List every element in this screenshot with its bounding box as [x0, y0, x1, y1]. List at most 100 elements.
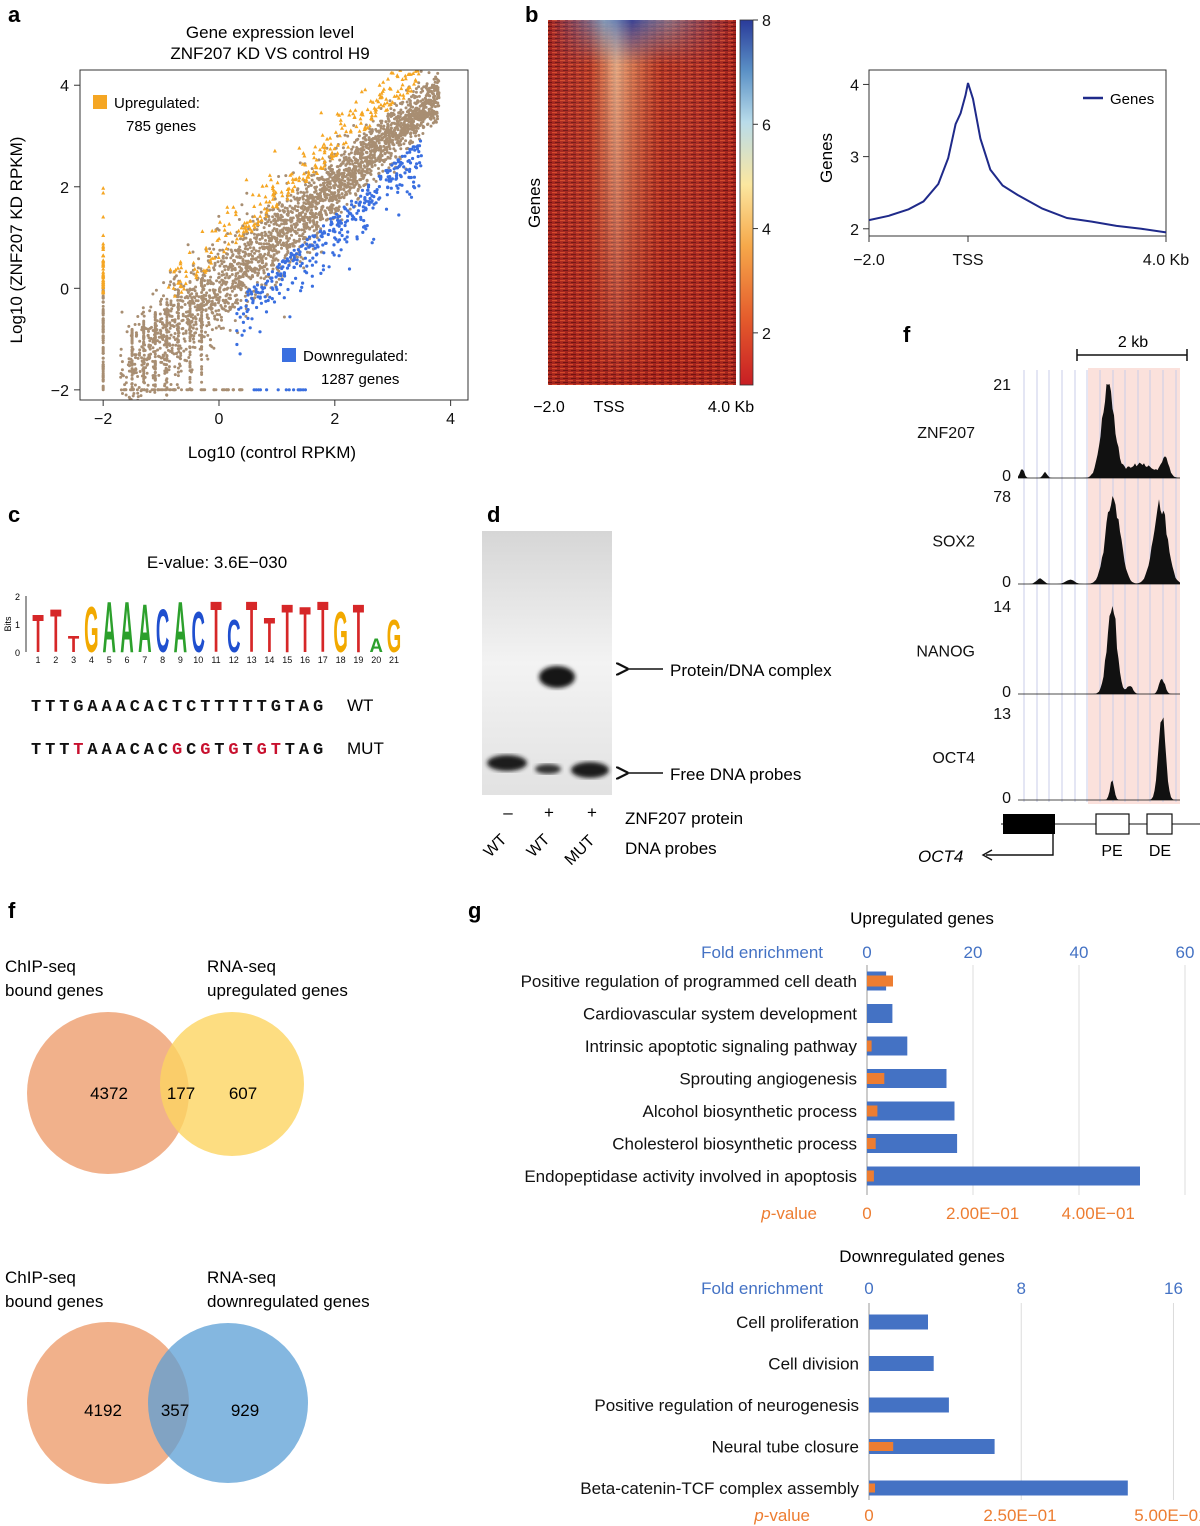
scatter-point [192, 272, 196, 276]
scatter-point-up [192, 266, 197, 271]
mut-label: MUT [347, 739, 384, 758]
scatter-point [197, 257, 201, 261]
logo-position: 11 [211, 655, 220, 665]
scatter-point [296, 201, 300, 205]
scatter-point [377, 135, 381, 139]
y-tick-label: 0 [60, 281, 69, 298]
scatter-point [141, 306, 145, 310]
scatter-point [323, 209, 327, 213]
scatter-point-up [319, 110, 324, 115]
scatter-point-up [244, 177, 249, 182]
scatter-point-up [407, 53, 411, 57]
scatter-point [385, 145, 389, 149]
scatter-point [142, 368, 146, 372]
mut-base: T [31, 741, 41, 760]
scatter-point-up [320, 133, 325, 137]
scatter-point [153, 364, 157, 367]
scatter-point-up [101, 190, 106, 195]
scatter-point [133, 323, 137, 326]
scatter-point [188, 302, 192, 306]
scatter-point-down [284, 388, 288, 392]
scatter-point [231, 282, 235, 286]
scatter-point [172, 277, 176, 281]
legend-up-label: Upregulated: [114, 95, 200, 112]
scatter-point [200, 367, 204, 371]
scatter-point [364, 123, 368, 127]
scatter-point [218, 290, 222, 294]
scatter-point [176, 314, 180, 318]
scatter-point-down [280, 260, 284, 264]
scatter-point-up [252, 214, 257, 218]
scatter-point-down [304, 247, 308, 251]
scatter-point [329, 164, 333, 168]
scatter-point [188, 339, 192, 343]
scatter-point [262, 269, 266, 272]
scatter-point [305, 215, 309, 219]
scatter-point [337, 180, 341, 184]
row-label-protein: ZNF207 protein [625, 809, 743, 828]
scatter-point [368, 149, 372, 153]
scatter-point [310, 205, 314, 209]
scatter-point-down [282, 271, 286, 275]
fold-tick-label: 20 [964, 943, 983, 962]
enhancer-de [1146, 813, 1173, 835]
fold-tick-label: 0 [864, 1279, 873, 1298]
scatter-point [256, 255, 260, 259]
scatter-point-down [343, 223, 347, 228]
scatter-point [179, 295, 183, 299]
scatter-point-up [274, 202, 279, 206]
scatter-point [344, 167, 348, 171]
scatter-point [315, 223, 319, 227]
scatter-point [345, 192, 349, 196]
scatter-point [341, 146, 345, 150]
scatter-ylabel: Log10 (ZNF207 KD RPKM) [7, 137, 26, 344]
scatter-point-down [377, 197, 381, 201]
scatter-point-down [377, 185, 381, 189]
scatter-point-down [370, 199, 374, 203]
scatter-point [225, 273, 229, 277]
scatter-point [142, 335, 146, 339]
scatter-point [176, 325, 180, 329]
scatter-point [168, 270, 172, 274]
scatter-point [101, 317, 105, 321]
scatter-point-up [334, 152, 339, 157]
scatter-point-up [413, 70, 418, 73]
scatter-point [273, 236, 277, 240]
scatter-point [142, 353, 146, 357]
scatter-point [181, 312, 185, 316]
scatter-point [399, 121, 403, 125]
scatter-point-down [244, 304, 248, 308]
scatter-point-up [172, 269, 176, 274]
logo-position: 17 [318, 655, 328, 665]
scatter-point [248, 265, 252, 269]
scatter-point [411, 123, 415, 127]
venn1-right-label-1: RNA-seq [207, 957, 276, 976]
scatter-subtitle: ZNF207 KD VS control H9 [170, 44, 369, 63]
fold-tick-label: 60 [1176, 943, 1195, 962]
scatter-point [214, 388, 218, 392]
scatter-point [340, 182, 344, 186]
scatter-point [127, 360, 131, 364]
scatter-point [125, 330, 129, 334]
scatter-point [382, 124, 386, 128]
scatter-point-down [352, 205, 356, 209]
scatter-point [411, 119, 415, 123]
scatter-point-down [413, 148, 417, 152]
scatter-point-up [335, 143, 340, 147]
scatter-point [150, 325, 153, 329]
scatter-point-down [359, 194, 363, 198]
scatter-point-down [288, 255, 293, 259]
scatter-point-down [239, 306, 243, 310]
scatter-point [233, 234, 237, 238]
scatter-point [119, 375, 123, 379]
scatter-point [245, 262, 249, 266]
scatter-point [231, 254, 235, 258]
scatter-point [245, 212, 249, 216]
scatter-point [176, 338, 180, 342]
scatter-point [257, 259, 261, 263]
scatter-point [285, 247, 289, 251]
scatter-point [124, 381, 128, 385]
scatter-point [225, 256, 228, 260]
scatter-point [353, 176, 357, 180]
scatter-point [130, 345, 134, 349]
